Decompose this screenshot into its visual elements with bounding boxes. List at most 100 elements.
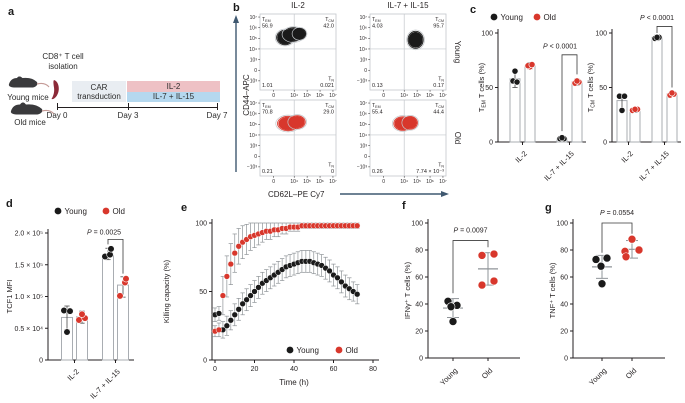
x-axis-label: Time (h) (279, 378, 309, 387)
il7-il15-box-label: IL-7 + IL-15 (152, 92, 195, 102)
p-bracket (656, 26, 673, 88)
flow-y-tick-label: 10³ (360, 143, 368, 149)
data-point (223, 322, 230, 329)
panel-label-c: c (470, 4, 477, 16)
data-point (247, 292, 254, 299)
quadrant-value-tem: 55.4 (372, 110, 383, 116)
x-category-label: IL-2 (513, 149, 529, 165)
f-ifng-chart: 0 20 40 60 80 100 IFNγ⁺ T cells (%) Young Old P =… (403, 219, 520, 387)
data-point (602, 253, 612, 263)
spleen-icon (51, 80, 59, 100)
x-category-label: IL-2 (65, 367, 81, 383)
quadrant-label: TN (438, 163, 444, 169)
flow-x-tick-label: 10⁷ (329, 179, 337, 185)
timeline-tick-day7 (217, 103, 218, 110)
legend-dot-old (533, 13, 541, 21)
flow-x-tick-label: 10⁷ (439, 179, 447, 185)
e-killing-chart: 0 50 100 0 20 40 60 80 Killing capacity (%) Time … (162, 219, 379, 387)
il2-treatment-box: IL-2 (127, 81, 220, 92)
data-point (107, 245, 115, 253)
flow-blob-contour (292, 27, 307, 40)
quadrant-value-tcm: 42.0 (323, 24, 334, 30)
flow-column-title: IL-7 + IL-15 (387, 1, 429, 10)
flow-y-tick-label: −10³ (357, 165, 367, 171)
flow-y-tick-label: −10³ (247, 165, 257, 171)
data-point (223, 273, 230, 280)
flow-y-tick-label: 10⁵ (249, 122, 257, 128)
x-tick-label: 40 (290, 366, 298, 373)
flow-y-tick-label: 10⁶ (359, 25, 367, 31)
day7-label: Day 7 (206, 111, 228, 120)
flow-blob-contour (402, 116, 418, 130)
y-tick-label: 80 (560, 248, 568, 255)
flow-blob-contour (406, 29, 425, 51)
data-point (354, 291, 361, 298)
legend-label: Old (346, 346, 358, 355)
data-point (219, 292, 227, 299)
x-category-label: Young (438, 366, 459, 387)
day3-label: Day 3 (117, 111, 139, 120)
flow-blob-contour (407, 30, 424, 49)
bar (651, 36, 663, 143)
legend-label: Young (501, 13, 523, 22)
il2-box-label: IL-2 (166, 81, 181, 91)
bar (509, 78, 521, 143)
old-mouse-icon (10, 102, 55, 115)
flow-blob-contour (287, 114, 307, 130)
quadrant-value-tn: 0.021 (320, 83, 334, 89)
timeline-tick-day3 (128, 103, 129, 110)
legend-dot-young (286, 346, 294, 354)
data-point (621, 252, 631, 262)
quadrant-label: TCM (435, 103, 444, 109)
data-point (122, 275, 130, 283)
p-value: P < 0.0001 (640, 15, 674, 22)
cd62l-axis-label: CD62L–PE Cy7 (268, 190, 325, 199)
flow-y-tick-label: 0 (364, 154, 367, 160)
p-value: P = 0.0554 (600, 210, 634, 217)
data-point (235, 243, 242, 250)
c-tem-chart: 0 50 100 TEM​ T cells (%) IL-2 IL-7 + IL-15 Yo… (477, 13, 586, 183)
x-category-label: IL-2 (619, 149, 635, 165)
quadrant-label: TCM (325, 17, 334, 23)
data-point (558, 134, 566, 142)
x-category-label: Old (624, 366, 639, 381)
data-point (528, 61, 536, 69)
data-point (621, 92, 628, 100)
flow-y-tick-label: 10⁷ (250, 101, 258, 107)
data-point (255, 284, 262, 291)
quadrant-label: TN (328, 163, 334, 169)
y-tick-label: 40 (415, 302, 423, 309)
quadrant-label: TCM (435, 17, 444, 23)
car-box-line1: CAR (90, 82, 108, 92)
flow-column-title: IL-2 (291, 1, 305, 10)
old-mice-label: Old mice (14, 118, 46, 127)
quadrant-value-tcm: 29.0 (323, 110, 334, 116)
flow-blob-contour (401, 115, 420, 131)
data-point (239, 300, 246, 307)
data-point (227, 317, 234, 324)
y-axis-label: TEM​ T cells (%) (477, 62, 488, 112)
y-tick-label: 100 (556, 221, 568, 228)
flow-y-tick-label: 0 (254, 68, 257, 74)
car-transduction-box: CAR transduction (72, 81, 126, 102)
y-tick-label: 1.0 × 10⁵ (15, 294, 43, 301)
data-point (326, 267, 333, 275)
data-point (596, 261, 606, 271)
young-mice-label: Young mice (7, 93, 49, 102)
panel-label-f: f (402, 200, 406, 212)
flow-y-tick-label: 10⁶ (249, 25, 257, 31)
cd62l-axis-arrowhead (441, 191, 449, 197)
p-value: P = 0.0097 (453, 227, 487, 234)
y-tick-label: 2.0 × 10⁵ (15, 231, 43, 238)
cd8-isolation-label-line1: CD8⁺ T cell (42, 52, 84, 61)
flow-row-label-old: Old (453, 132, 462, 144)
flow-x-tick-label: 10⁵ (413, 93, 421, 99)
quadrant-value-tcm: 44.4 (433, 110, 444, 116)
y-tick-label: 50 (485, 85, 493, 92)
legend-dot-young (490, 13, 498, 21)
legend-label: Old (113, 207, 125, 216)
flow-x-tick-label: 0 (272, 179, 275, 185)
flow-x-tick-label: 10⁴ (290, 93, 298, 99)
flow-blob (408, 31, 423, 48)
